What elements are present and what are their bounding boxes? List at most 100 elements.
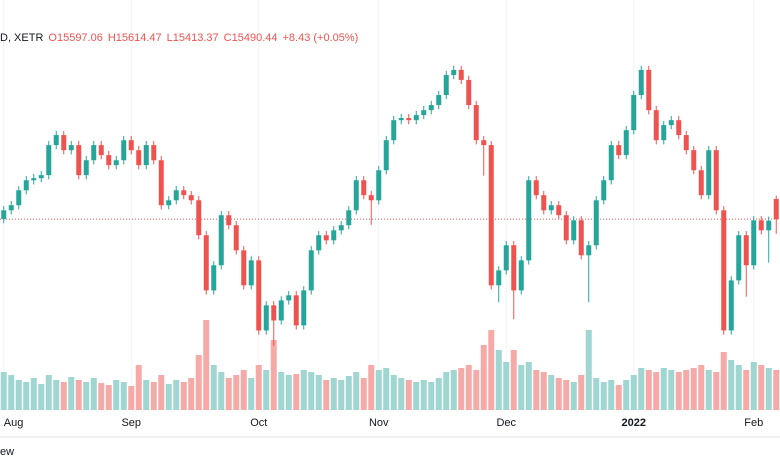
candle-body [758,220,764,231]
volume-bar [150,382,157,410]
volume-bar [113,380,120,410]
candle-body [308,250,314,291]
volume-bar [270,340,277,410]
candle-body [541,195,547,211]
volume-bar [263,370,270,410]
volume-bar [488,330,495,410]
candle-body [31,178,37,181]
volume-bar [210,365,217,410]
volume-bar [15,380,22,410]
volume-bar [593,378,600,410]
high-label: H15614.47 [107,32,162,44]
volume-bar [353,372,360,410]
volume-bar [308,372,315,410]
candle-body [503,245,509,271]
volume-bar [120,382,127,410]
volume-bar [293,374,300,410]
volume-bar [450,370,457,410]
volume-bar [375,370,382,410]
volume-bar [578,375,585,410]
candle-body [533,180,539,196]
candle-body [113,160,119,166]
volume-bar [713,372,720,410]
volume-bar [255,365,262,410]
candle-body [38,175,44,179]
volume-bar [360,378,367,410]
candle-body [271,305,277,321]
volume-bar [135,365,142,410]
candle-body [413,115,419,121]
candle-body [278,300,284,321]
candle-body [623,130,629,156]
candle-body [83,160,89,176]
volume-bar [60,382,67,410]
volume-bar [743,370,750,410]
volume-bar [315,375,322,410]
volume-bar [683,370,690,410]
candle-body [571,220,577,241]
volume-bar [23,382,30,410]
candle-body [196,200,202,236]
candle-body [376,170,382,201]
volume-bar [585,330,592,410]
candle-body [451,69,457,76]
volume-bar [690,368,697,410]
candle-body [593,200,599,246]
volume-bar [548,375,555,410]
candle-body [721,210,727,331]
candle-body [526,180,532,261]
x-tick-label: Sep [121,417,141,429]
candle-body [713,150,719,211]
candle-body [361,180,367,196]
candle-body [691,150,697,171]
volume-bar [428,382,435,410]
candle-body [173,190,179,201]
candle-body [211,265,217,291]
legend: D, XETR O15597.06 H15614.47 L15413.37 C1… [0,32,358,44]
candle-body [233,225,239,251]
candle-body [248,260,254,286]
candle-body [676,120,682,136]
volume-bar [413,382,420,410]
candle-body [661,125,667,141]
candle-body [323,235,329,241]
candle-body [743,235,749,266]
footer-button[interactable]: ew [0,446,15,458]
volume-bar [105,385,112,410]
candle-body [121,140,127,161]
candle-body [106,155,112,166]
volume-bar [30,378,37,410]
volume-bar [68,377,75,410]
candle-body [601,180,607,201]
volume-bar [555,378,562,410]
volume-bar [765,368,772,410]
x-tick-label: Oct [250,417,267,429]
volume-bar [128,386,135,410]
volume-bar [728,360,735,410]
volume-bar [540,372,547,410]
volume-bar [165,384,172,410]
volume-bar [465,365,472,410]
volume-bar [248,378,255,410]
candle-body [728,280,734,331]
volume-bar [443,372,450,410]
candle-body [548,205,554,211]
candle-body [563,215,569,241]
volume-bar [773,370,780,410]
volume-bar [615,385,622,410]
volume-bar [45,375,52,410]
candle-body [668,120,674,126]
volume-bar [563,380,570,410]
volume-bar [510,350,517,410]
volume-bar [533,370,540,410]
volume-bar [638,368,645,410]
candle-body [23,180,29,191]
candle-body [458,69,464,80]
candle-body [556,205,562,216]
volume-bar [368,365,375,410]
candle-body [188,195,194,201]
volume-bar [758,365,765,410]
volume-bar [705,370,712,410]
candle-body [346,210,352,226]
